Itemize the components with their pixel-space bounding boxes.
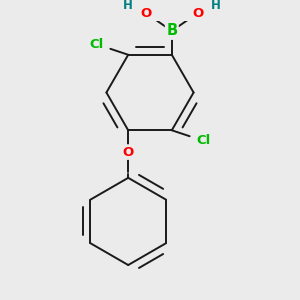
Text: O: O [192,7,203,20]
Text: H: H [123,0,133,12]
Text: B: B [166,23,177,38]
Text: O: O [123,146,134,159]
Text: H: H [211,0,220,12]
Text: Cl: Cl [196,134,211,147]
Text: Cl: Cl [89,38,103,51]
Text: O: O [140,7,152,20]
